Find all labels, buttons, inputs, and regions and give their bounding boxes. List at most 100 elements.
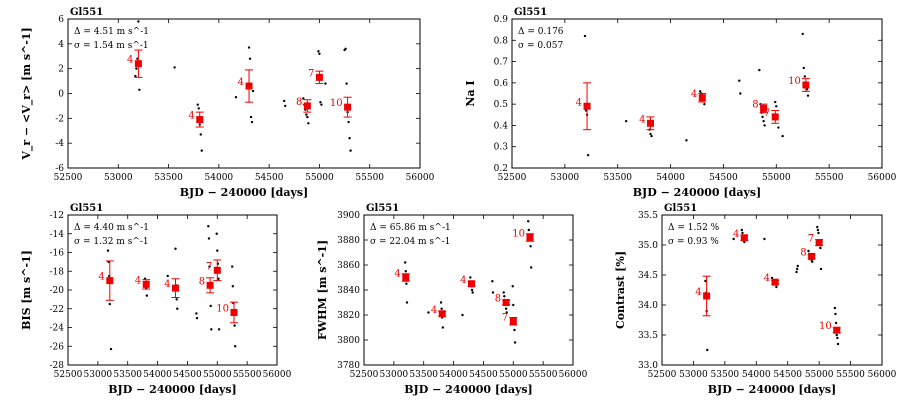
bin-count-label: 4 bbox=[431, 305, 437, 316]
y-tick-label: 2 bbox=[58, 65, 64, 75]
binned-mean-marker bbox=[315, 73, 323, 81]
y-tick-label: 3820 bbox=[337, 311, 360, 321]
raw-data-point bbox=[138, 88, 141, 91]
panel-4: 52500 53000 53500 54000 54500 55000 55500 56000… bbox=[316, 203, 588, 396]
bin-count-label: 4 bbox=[238, 77, 244, 88]
plot-frame bbox=[661, 214, 883, 366]
bin-count-label: 10 bbox=[330, 98, 343, 109]
bin-count-label: 4 bbox=[764, 273, 770, 284]
panel-3: 52500 53000 53500 54000 54500 55000 55500 56000… bbox=[20, 203, 292, 396]
y-tick-label: 0.6 bbox=[494, 79, 509, 89]
raw-data-point bbox=[819, 246, 822, 250]
y-tick-label: -24 bbox=[50, 324, 65, 334]
x-tick-label: 54500 bbox=[773, 370, 802, 380]
raw-data-point bbox=[319, 100, 322, 104]
binned-mean-marker bbox=[402, 274, 410, 281]
x-tick-label: 56000 bbox=[263, 370, 292, 380]
stat-annotation: σ = 0.057 bbox=[518, 41, 563, 51]
raw-data-point bbox=[307, 122, 310, 125]
y-tick-label: 0.2 bbox=[494, 164, 508, 174]
x-tick-label: 55500 bbox=[815, 173, 844, 183]
stat-annotation: σ = 0.93 % bbox=[668, 237, 719, 247]
raw-data-point bbox=[770, 276, 774, 280]
binned-mean-marker bbox=[646, 119, 654, 127]
x-tick-label: 52500 bbox=[350, 370, 379, 380]
raw-data-point bbox=[470, 288, 474, 292]
raw-data-point bbox=[835, 333, 838, 337]
x-tick-label: 53500 bbox=[113, 370, 142, 380]
y-tick-label: 35.0 bbox=[638, 241, 658, 251]
raw-data-point bbox=[175, 298, 178, 301]
raw-data-point bbox=[806, 94, 810, 97]
bin-count-label: 4 bbox=[695, 287, 701, 298]
raw-data-point bbox=[231, 285, 235, 288]
binned-mean-marker bbox=[467, 280, 475, 288]
raw-data-point bbox=[207, 237, 211, 240]
y-tick-label: 35.5 bbox=[638, 211, 658, 221]
y-tick-label: 3880 bbox=[337, 236, 360, 246]
panel-title: Gl551 bbox=[70, 203, 103, 214]
y-tick-label: 3840 bbox=[337, 286, 360, 296]
raw-data-point bbox=[215, 232, 218, 235]
x-tick-label: 53500 bbox=[603, 173, 632, 183]
raw-data-point bbox=[802, 66, 805, 70]
raw-data-point bbox=[306, 115, 309, 119]
bin-count-label: 8 bbox=[495, 294, 501, 305]
raw-data-point bbox=[795, 270, 798, 274]
raw-data-point bbox=[795, 267, 799, 271]
stat-annotation: Δ = 4.40 m s^-1 bbox=[74, 223, 149, 233]
y-tick-label: 34.5 bbox=[638, 271, 658, 281]
binned-mean-marker bbox=[760, 104, 768, 112]
x-tick-label: 56000 bbox=[406, 173, 435, 183]
y-tick-label: 0.5 bbox=[494, 100, 509, 110]
raw-data-point bbox=[248, 57, 252, 60]
x-axis-label: BJD − 240000 [days] bbox=[108, 383, 236, 396]
bin-count-label: 4 bbox=[164, 279, 170, 290]
raw-data-point bbox=[439, 301, 443, 304]
raw-data-point bbox=[801, 32, 804, 36]
y-axis-label: BIS [m s^-1] bbox=[20, 250, 33, 330]
raw-data-point bbox=[527, 228, 531, 232]
bin-count-label: 4 bbox=[135, 275, 141, 286]
x-axis-label: BJD − 240000 [days] bbox=[404, 383, 532, 396]
bin-count-label: 7 bbox=[808, 234, 814, 245]
bin-count-label: 4 bbox=[98, 272, 104, 283]
raw-data-point bbox=[344, 47, 347, 50]
raw-data-point bbox=[503, 295, 506, 298]
y-tick-label: -2 bbox=[55, 114, 64, 124]
stat-annotation: σ = 1.32 m s^-1 bbox=[74, 237, 149, 247]
stat-annotation: Δ = 4.51 m s^-1 bbox=[74, 27, 149, 37]
y-tick-label: 3800 bbox=[337, 336, 360, 346]
panel-2: 52500 53000 53500 54000 54500 55000 55500 56000… bbox=[464, 7, 897, 199]
raw-data-point bbox=[207, 225, 210, 228]
raw-data-point bbox=[698, 90, 702, 93]
raw-data-point bbox=[807, 249, 810, 253]
raw-data-point bbox=[217, 328, 221, 331]
panel-5: 52500 53000 53500 54000 54500 55000 55500 56000… bbox=[614, 203, 897, 396]
bin-count-label: 4 bbox=[733, 229, 739, 240]
raw-data-point bbox=[200, 149, 203, 152]
raw-data-point bbox=[775, 105, 778, 108]
x-tick-label: 55000 bbox=[203, 370, 232, 380]
raw-data-point bbox=[811, 260, 814, 263]
bin-count-label: 4 bbox=[576, 97, 582, 108]
raw-data-point bbox=[816, 228, 820, 232]
raw-data-point bbox=[217, 277, 220, 280]
raw-data-point bbox=[743, 240, 746, 244]
binned-mean-marker bbox=[171, 284, 179, 292]
x-tick-label: 53000 bbox=[84, 370, 113, 380]
bin-count-label: 4 bbox=[691, 89, 697, 100]
raw-data-point bbox=[834, 312, 837, 316]
raw-data-point bbox=[284, 104, 287, 108]
raw-data-point bbox=[624, 119, 628, 123]
raw-data-point bbox=[176, 307, 179, 310]
x-tick-label: 56000 bbox=[868, 173, 897, 183]
raw-data-point bbox=[512, 303, 515, 307]
raw-data-point bbox=[405, 301, 409, 304]
y-tick-label: 33.0 bbox=[638, 361, 658, 371]
raw-data-point bbox=[135, 67, 138, 70]
x-tick-label: 54000 bbox=[439, 370, 468, 380]
x-tick-label: 54500 bbox=[255, 173, 284, 183]
x-tick-label: 54500 bbox=[173, 370, 202, 380]
